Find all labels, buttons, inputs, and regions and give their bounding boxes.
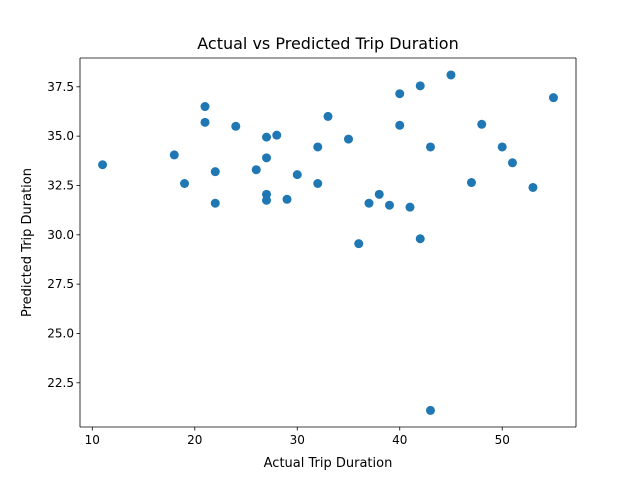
data-point: [364, 198, 374, 208]
x-tick-label: 30: [290, 433, 305, 447]
data-point: [292, 170, 302, 180]
data-point: [262, 132, 272, 142]
y-tick-label: 27.5: [47, 277, 74, 291]
data-point: [405, 202, 415, 212]
y-tick-label: 22.5: [47, 376, 74, 390]
data-point: [98, 160, 108, 170]
data-point: [395, 120, 405, 130]
data-point: [313, 179, 323, 188]
x-tick-label: 50: [495, 433, 510, 447]
axes-layer: 10 20 30 40 50 22.5 25.0 27.5 30.0 32.5 35.0 37.5: [47, 57, 577, 447]
data-point: [262, 195, 272, 205]
data-point: [272, 130, 282, 140]
data-point: [384, 200, 394, 210]
data-point: [282, 194, 292, 204]
data-point: [354, 239, 364, 249]
y-tick-label: 37.5: [47, 80, 74, 94]
data-point: [262, 153, 272, 163]
data-point: [415, 81, 425, 91]
data-point: [251, 165, 261, 175]
chart-title: Actual vs Predicted Trip Duration: [197, 34, 458, 53]
data-point: [313, 142, 323, 152]
data-point: [200, 102, 210, 112]
data-point: [466, 178, 476, 188]
data-point: [323, 111, 333, 121]
data-point: [548, 93, 558, 103]
data-point: [210, 198, 220, 208]
data-point: [446, 70, 456, 80]
data-point: [497, 142, 507, 152]
data-point: [415, 234, 425, 244]
data-point: [425, 142, 435, 152]
data-point: [507, 158, 517, 168]
y-axis-label: Predicted Trip Duration: [20, 168, 35, 317]
data-point: [169, 150, 179, 160]
x-tick-label: 20: [187, 433, 202, 447]
data-point: [425, 405, 435, 415]
y-tick-label: 32.5: [47, 178, 74, 192]
data-point: [210, 167, 220, 177]
data-point: [344, 134, 353, 144]
x-axis-label: Actual Trip Duration: [264, 456, 393, 471]
data-point: [200, 117, 210, 127]
data-point: [374, 189, 384, 199]
data-point: [231, 121, 241, 131]
data-point: [395, 89, 405, 99]
data-point: [528, 182, 538, 192]
x-tick-label: 40: [392, 433, 407, 447]
y-tick-label: 30.0: [47, 228, 74, 242]
y-tick-label: 35.0: [47, 129, 74, 143]
data-point: [180, 179, 190, 188]
points-layer: [98, 70, 558, 415]
x-tick-label: 10: [85, 433, 100, 447]
data-point: [477, 119, 487, 129]
y-tick-label: 25.0: [47, 326, 74, 340]
